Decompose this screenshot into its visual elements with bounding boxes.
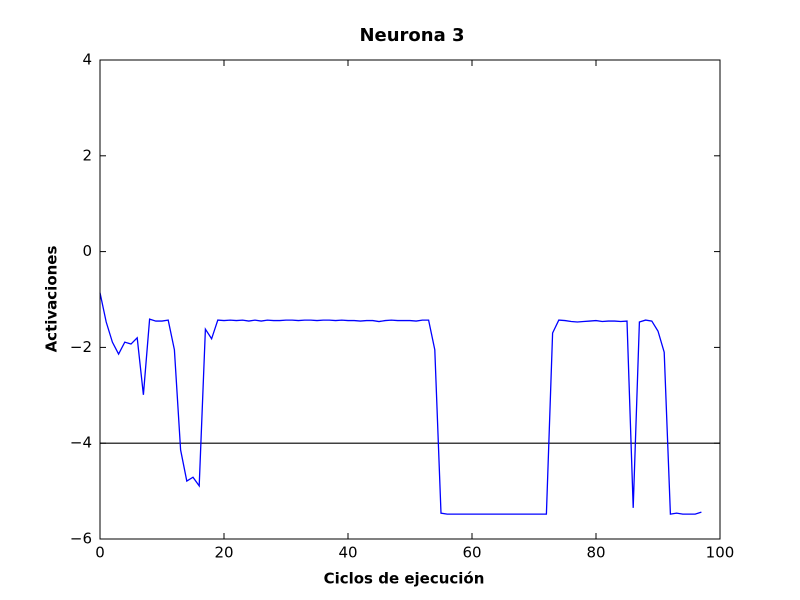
x-tick-label: 40 [338, 544, 357, 562]
x-tick-label: 100 [706, 544, 735, 562]
y-tick-label: 2 [82, 146, 92, 164]
chart-title: Neurona 3 [359, 25, 464, 46]
y-tick-label: −2 [70, 338, 92, 356]
x-tick-label: 60 [462, 544, 481, 562]
y-tick-label: 4 [82, 51, 92, 69]
x-tick-label: 20 [214, 544, 233, 562]
x-tick-label: 0 [95, 544, 105, 562]
data-line [99, 292, 702, 515]
x-tick-label: 80 [586, 544, 605, 562]
y-axis-label: Activaciones [43, 246, 61, 353]
y-tick-label: 0 [82, 242, 92, 260]
y-tick-label: −4 [70, 434, 92, 452]
y-tick-label: −6 [70, 530, 92, 548]
plot-frame [99, 59, 721, 540]
x-axis-label: Ciclos de ejecución [324, 570, 485, 588]
